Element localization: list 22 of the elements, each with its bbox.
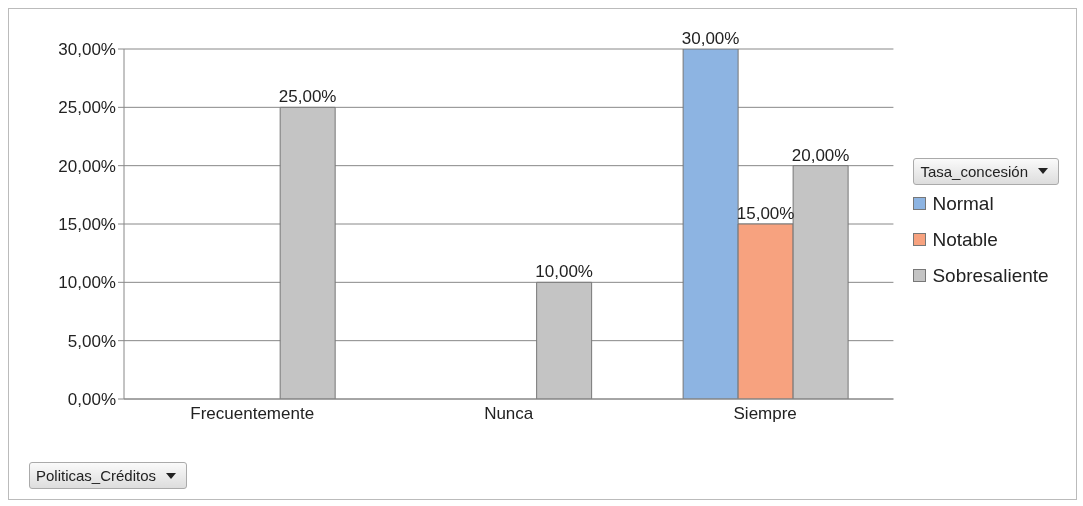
x-tick-label: Siempre bbox=[733, 404, 797, 424]
legend-label: Normal bbox=[931, 192, 995, 215]
legend-label: Notable bbox=[931, 228, 999, 251]
data-label: 30,00% bbox=[681, 29, 740, 48]
y-tick-label: 10,00% bbox=[58, 273, 116, 293]
x-tick-label: Nunca bbox=[484, 404, 534, 424]
data-label: 25,00% bbox=[278, 87, 337, 107]
legend-title: Tasa_concesión bbox=[920, 162, 1028, 180]
y-tick-label: 5,00% bbox=[67, 331, 116, 351]
data-label: 10,00% bbox=[535, 262, 593, 282]
data-label: 20,00% bbox=[791, 145, 850, 165]
legend-label: Sobresaliente bbox=[931, 264, 1049, 287]
x-tick-label: Frecuentemente bbox=[190, 404, 315, 424]
data-label: 15,00% bbox=[736, 204, 795, 223]
y-tick-label: 0,00% bbox=[67, 390, 116, 410]
y-tick-label: 15,00% bbox=[58, 215, 116, 235]
bar bbox=[279, 106, 336, 399]
y-tick-label: 30,00% bbox=[58, 40, 116, 60]
y-tick-label: 25,00% bbox=[58, 98, 116, 118]
y-tick-label: 20,00% bbox=[58, 156, 116, 176]
x-axis-title: Politicas_Créditos bbox=[36, 467, 157, 484]
bar bbox=[536, 281, 593, 399]
